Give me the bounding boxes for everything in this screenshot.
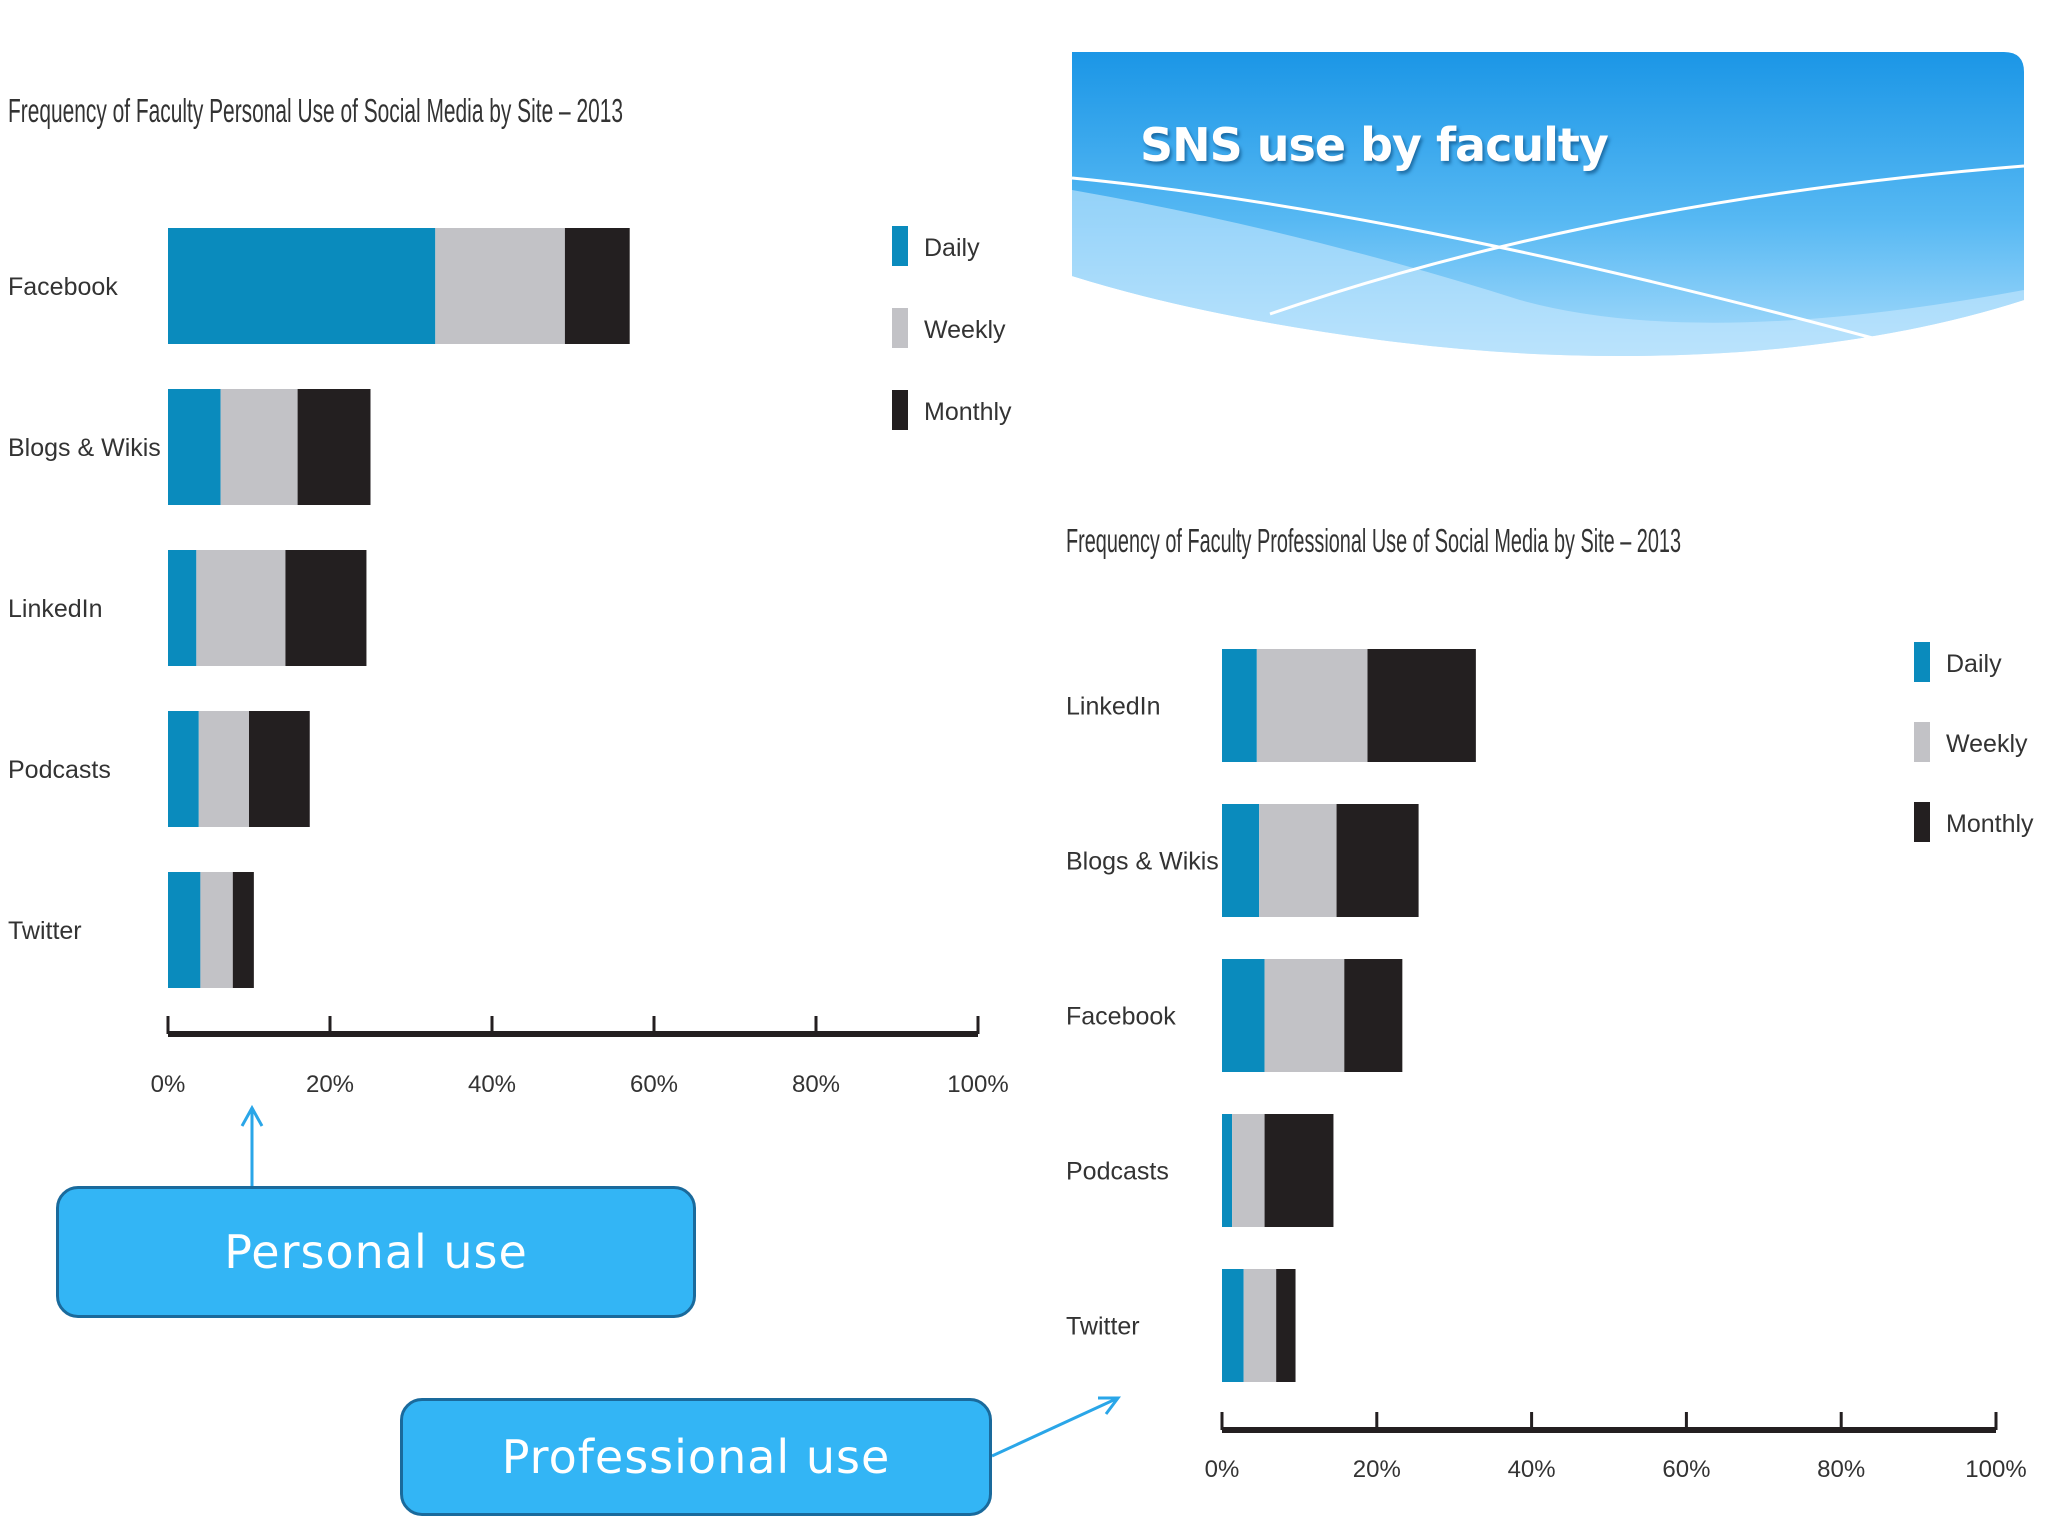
professional-category-label-podcasts: Podcasts: [1066, 1158, 1169, 1186]
professional-legend-swatch-weekly: [1914, 722, 1930, 762]
professional-bar-blogs-and-wikis-monthly: [1336, 804, 1419, 917]
personal-x-tick-label-5: 100%: [947, 1071, 1008, 1098]
personal-chart-title: Frequency of Faculty Personal Use of Soc…: [8, 92, 623, 129]
banner-swoosh-1: [1071, 176, 1881, 342]
personal-x-tick-label-4: 80%: [792, 1071, 840, 1098]
professional-x-tick-label-3: 60%: [1662, 1456, 1710, 1483]
professional-bar-blogs-and-wikis-daily: [1222, 804, 1260, 917]
professional-bar-twitter-daily: [1222, 1269, 1244, 1382]
personal-x-tick-label-2: 40%: [468, 1071, 516, 1098]
professional-legend-label-weekly: Weekly: [1946, 730, 2028, 758]
professional-category-label-twitter: Twitter: [1066, 1313, 1140, 1341]
personal-bar-facebook-monthly: [564, 228, 630, 344]
professional-category-label-facebook: Facebook: [1066, 1003, 1176, 1031]
professional-bar-blogs-and-wikis-weekly: [1259, 804, 1337, 917]
personal-x-tick-label-1: 20%: [306, 1071, 354, 1098]
chart-professional-use: Frequency of Faculty Professional Use of…: [1066, 522, 2034, 1483]
personal-bar-blogs-and-wikis-monthly: [297, 389, 371, 505]
professional-legend-label-daily: Daily: [1946, 650, 2002, 678]
professional-x-tick-label-5: 100%: [1965, 1456, 2026, 1483]
personal-category-label-twitter: Twitter: [8, 917, 82, 945]
personal-legend-label-monthly: Monthly: [924, 398, 1012, 426]
professional-category-label-blogs-and-wikis: Blogs & Wikis: [1066, 848, 1219, 876]
professional-bar-podcasts-daily: [1222, 1114, 1233, 1227]
personal-category-label-facebook: Facebook: [8, 273, 118, 301]
arrow-professional: [991, 1396, 1121, 1458]
personal-x-tick-label-0: 0%: [151, 1071, 186, 1098]
personal-bar-linkedin-daily: [168, 550, 197, 666]
personal-bar-blogs-and-wikis-daily: [168, 389, 221, 505]
banner-wave-light: [1072, 190, 2024, 356]
personal-legend-label-daily: Daily: [924, 234, 980, 262]
professional-bar-podcasts-weekly: [1232, 1114, 1265, 1227]
personal-bar-podcasts-daily: [168, 711, 199, 827]
personal-category-label-linkedin: LinkedIn: [8, 595, 103, 623]
personal-legend-swatch-weekly: [892, 308, 908, 348]
professional-category-label-linkedin: LinkedIn: [1066, 693, 1161, 721]
personal-use-callout: Personal use: [56, 1186, 696, 1318]
arrow-personal: [240, 1104, 264, 1186]
title-banner: [1071, 52, 2025, 356]
slide-title: SNS use by faculty: [1140, 118, 1609, 172]
professional-bar-facebook-weekly: [1264, 959, 1345, 1072]
personal-x-tick-label-3: 60%: [630, 1071, 678, 1098]
professional-use-callout: Professional use: [400, 1398, 992, 1516]
professional-legend-label-monthly: Monthly: [1946, 810, 2034, 838]
personal-legend-label-weekly: Weekly: [924, 316, 1006, 344]
personal-bar-podcasts-monthly: [249, 711, 310, 827]
banner-swoosh-2: [1269, 164, 2025, 316]
personal-bar-twitter-weekly: [200, 872, 233, 988]
personal-legend-swatch-monthly: [892, 390, 908, 430]
personal-legend-swatch-daily: [892, 226, 908, 266]
professional-bar-linkedin-daily: [1222, 649, 1257, 762]
professional-bar-twitter-weekly: [1243, 1269, 1277, 1382]
professional-x-tick-label-2: 40%: [1508, 1456, 1556, 1483]
professional-x-tick-label-4: 80%: [1817, 1456, 1865, 1483]
personal-category-label-podcasts: Podcasts: [8, 756, 111, 784]
professional-bar-facebook-daily: [1222, 959, 1265, 1072]
chart-personal-use: Frequency of Faculty Personal Use of Soc…: [8, 92, 1012, 1098]
professional-legend-swatch-daily: [1914, 642, 1930, 682]
professional-chart-title: Frequency of Faculty Professional Use of…: [1066, 522, 1681, 559]
professional-x-tick-label-0: 0%: [1205, 1456, 1240, 1483]
personal-bar-twitter-daily: [168, 872, 201, 988]
professional-bar-twitter-monthly: [1276, 1269, 1296, 1382]
personal-bar-blogs-and-wikis-weekly: [220, 389, 298, 505]
professional-bar-linkedin-monthly: [1367, 649, 1476, 762]
personal-bar-facebook-weekly: [435, 228, 565, 344]
personal-category-label-blogs-and-wikis: Blogs & Wikis: [8, 434, 161, 462]
professional-bar-podcasts-monthly: [1264, 1114, 1334, 1227]
personal-bar-linkedin-weekly: [196, 550, 286, 666]
professional-bar-linkedin-weekly: [1256, 649, 1368, 762]
professional-x-tick-label-1: 20%: [1353, 1456, 1401, 1483]
personal-bar-podcasts-weekly: [198, 711, 249, 827]
professional-bar-facebook-monthly: [1344, 959, 1403, 1072]
personal-bar-facebook-daily: [168, 228, 436, 344]
personal-bar-twitter-monthly: [232, 872, 254, 988]
personal-bar-linkedin-monthly: [285, 550, 367, 666]
professional-legend-swatch-monthly: [1914, 802, 1930, 842]
